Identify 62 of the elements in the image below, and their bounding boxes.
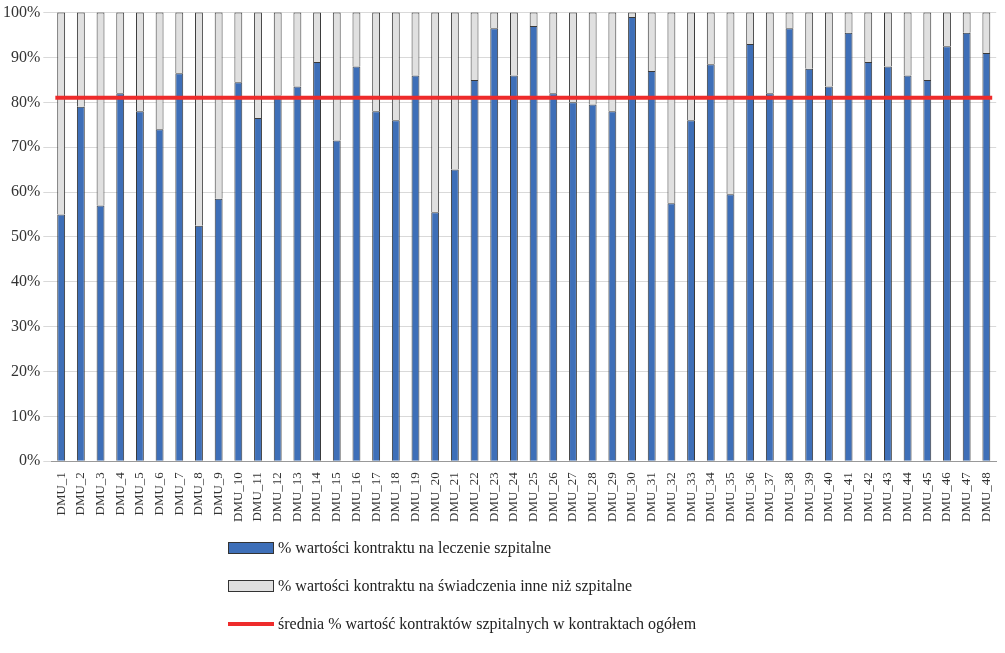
legend-label: średnia % wartość kontraktów szpitalnych w kontraktach ogółem xyxy=(278,615,697,633)
x-tick-label: DMU_29 xyxy=(603,472,619,523)
legend-label: % wartości kontraktu na leczenie szpitalne xyxy=(278,539,552,557)
y-tick-label: 100% xyxy=(3,2,41,20)
x-tick-label: DMU_32 xyxy=(662,472,678,523)
x-tick-label: DMU_2 xyxy=(72,472,88,516)
x-tick-label: DMU_14 xyxy=(308,471,324,523)
x-tick-label: DMU_13 xyxy=(288,472,304,523)
x-tick-label: DMU_18 xyxy=(387,472,403,523)
x-tick-label: DMU_47 xyxy=(958,471,974,523)
x-tick-label: DMU_31 xyxy=(643,472,659,523)
legend-label: % wartości kontraktu na świadczenia inne niż szpitalne xyxy=(278,577,633,595)
x-tick-label: DMU_22 xyxy=(465,472,481,523)
x-tick-label: DMU_41 xyxy=(839,472,855,523)
x-tick-label: DMU_21 xyxy=(446,472,462,523)
y-tick-label: 50% xyxy=(11,227,41,245)
x-tick-label: DMU_11 xyxy=(249,472,265,522)
x-tick-label: DMU_30 xyxy=(623,472,639,523)
x-tick-label: DMU_12 xyxy=(269,472,285,523)
x-tick-label: DMU_7 xyxy=(170,471,186,516)
x-tick-label: DMU_25 xyxy=(525,472,541,523)
x-tick-label: DMU_40 xyxy=(820,472,836,523)
x-tick-label: DMU_45 xyxy=(918,472,934,523)
x-tick-label: DMU_4 xyxy=(111,471,127,516)
x-tick-label: DMU_44 xyxy=(899,471,915,523)
y-tick-label: 60% xyxy=(11,182,41,200)
x-tick-label: DMU_26 xyxy=(544,471,560,523)
x-tick-label: DMU_34 xyxy=(702,471,718,523)
x-tick-label: DMU_17 xyxy=(367,471,383,523)
x-tick-label: DMU_36 xyxy=(741,471,757,523)
x-tick-label: DMU_43 xyxy=(879,472,895,523)
y-tick-label: 10% xyxy=(11,406,41,424)
x-tick-label: DMU_27 xyxy=(564,471,580,523)
x-tick-label: DMU_16 xyxy=(347,471,363,523)
x-tick-label: DMU_35 xyxy=(721,472,737,523)
y-tick-label: 20% xyxy=(11,361,41,379)
y-tick-label: 30% xyxy=(11,316,41,334)
x-tick-label: DMU_19 xyxy=(406,472,422,523)
x-tick-label: DMU_20 xyxy=(426,472,442,523)
x-tick-label: DMU_6 xyxy=(151,471,167,516)
x-tick-label: DMU_46 xyxy=(938,471,954,523)
y-tick-label: 40% xyxy=(11,271,41,289)
x-tick-label: DMU_42 xyxy=(859,472,875,523)
x-tick-label: DMU_8 xyxy=(190,472,206,516)
x-tick-label: DMU_23 xyxy=(485,472,501,523)
x-tick-label: DMU_9 xyxy=(210,472,226,516)
y-tick-label: 80% xyxy=(11,92,41,110)
x-tick-label: DMU_24 xyxy=(505,471,521,523)
x-tick-label: DMU_38 xyxy=(780,472,796,523)
x-tick-label: DMU_39 xyxy=(800,472,816,523)
x-tick-label: DMU_48 xyxy=(977,472,993,523)
x-tick-label: DMU_28 xyxy=(584,472,600,523)
y-tick-label: 70% xyxy=(11,137,41,155)
x-tick-label: DMU_15 xyxy=(328,472,344,523)
x-tick-label: DMU_1 xyxy=(52,472,68,516)
x-tick-label: DMU_3 xyxy=(91,472,107,516)
x-tick-label: DMU_33 xyxy=(682,472,698,523)
x-tick-label: DMU_5 xyxy=(131,472,147,516)
x-tick-label: DMU_37 xyxy=(761,471,777,523)
y-tick-label: 90% xyxy=(11,47,41,65)
x-tick-label: DMU_10 xyxy=(229,472,245,523)
y-tick-label: 0% xyxy=(19,451,41,469)
